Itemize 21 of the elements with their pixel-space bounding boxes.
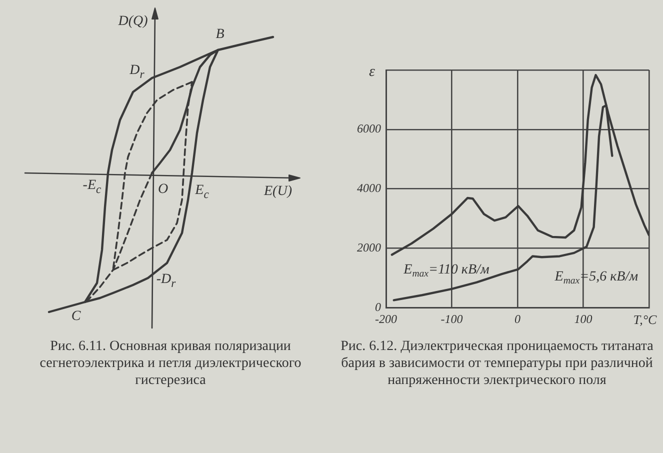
y-tick-label: 2000 [357,240,381,254]
x-tick-label: 0 [514,312,520,326]
y-tick-label: 4000 [357,180,381,195]
text: E$_{c}$ [195,183,209,202]
y-tick-label: 0 [375,300,381,314]
text: Рис. 6.11. Основная кривая поляризации сегнетоэлектрика и петля диэлектрического гистерезиса [38,338,302,389]
text: Рис. 6.12. Диэлектрическая проницаемость титаната бария в зависимости от температуры при различной напряженности электрического поля [340,338,654,389]
x-tick-label: 100 [574,312,592,326]
x-axis-title: T,°C [633,312,658,328]
text: -E$_{c}$ [82,178,102,197]
text: -D$_{r}$ [156,272,176,291]
text: C [71,309,81,324]
text: E(U) [264,184,292,199]
text: O [158,182,168,197]
x-tick-label: -100 [440,312,463,326]
text: B [216,27,224,42]
y-axis-title: ε [369,64,376,80]
text: D(Q) [118,14,148,29]
y-tick-label: 6000 [357,122,381,136]
x-tick-label: -200 [375,312,397,326]
text: D$_{r}$ [130,63,144,82]
